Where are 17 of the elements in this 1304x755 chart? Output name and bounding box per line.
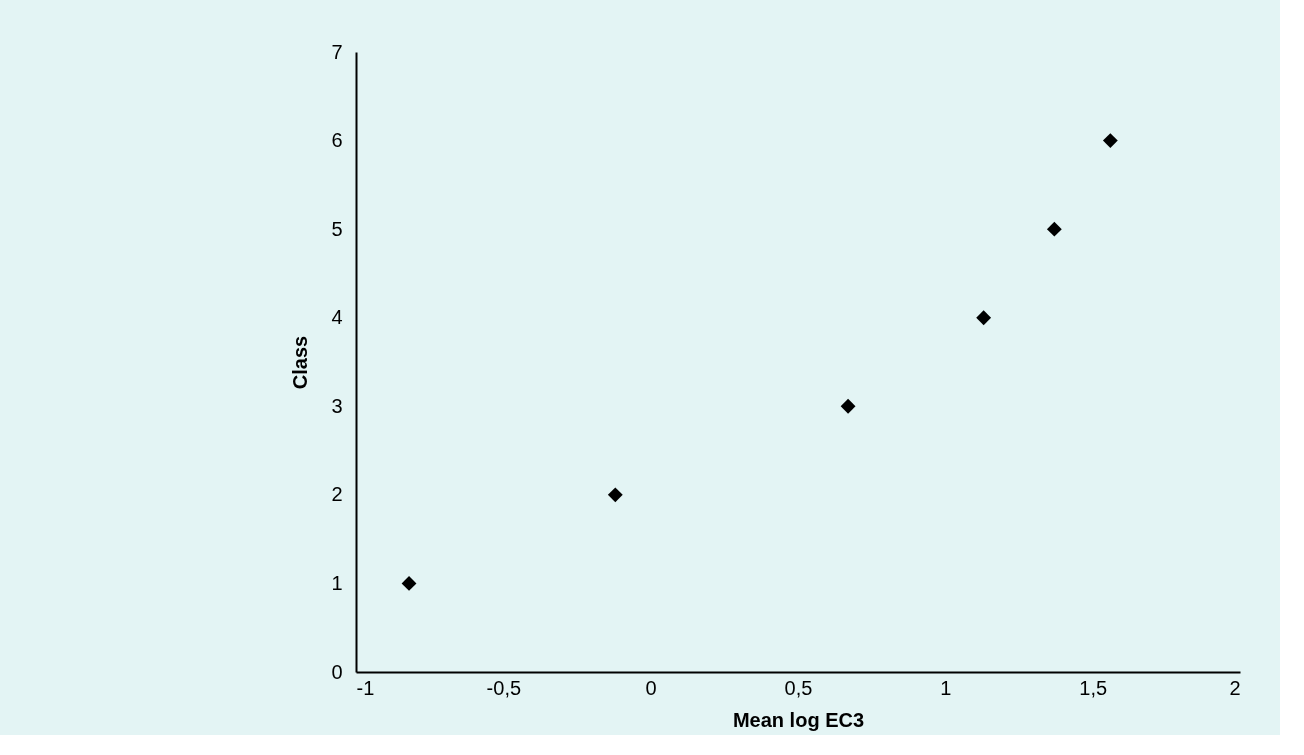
y-tick-label: 0 <box>331 660 343 683</box>
y-tick-label: 6 <box>331 129 343 152</box>
y-tick-label: 1 <box>331 571 343 594</box>
x-tick-label: 2 <box>1229 676 1241 699</box>
x-tick-label: 1,5 <box>1079 676 1108 699</box>
y-tick-label: 4 <box>331 306 343 329</box>
y-tick-label: 7 <box>331 40 343 63</box>
y-axis-title: Class <box>289 335 312 390</box>
x-tick-label: 0,5 <box>784 676 813 699</box>
y-tick-label: 3 <box>331 394 343 417</box>
x-tick-label: 1 <box>940 676 952 699</box>
y-tick-label: 5 <box>331 217 343 240</box>
x-axis-title: Mean log EC3 <box>732 708 865 731</box>
y-tick-label: 2 <box>331 483 343 506</box>
x-tick-label: -0,5 <box>486 676 522 699</box>
x-tick-label: 0 <box>645 676 657 699</box>
x-tick-label: -1 <box>356 676 375 699</box>
